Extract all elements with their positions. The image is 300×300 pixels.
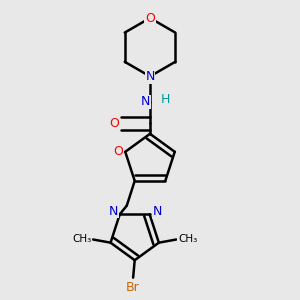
Text: N: N	[153, 205, 162, 218]
Text: CH₃: CH₃	[72, 235, 92, 244]
Text: O: O	[145, 11, 155, 25]
Text: N: N	[109, 205, 118, 218]
Text: N: N	[141, 95, 150, 108]
Text: O: O	[113, 145, 123, 158]
Text: H: H	[160, 93, 170, 106]
Text: Br: Br	[126, 281, 140, 295]
Text: N: N	[145, 70, 155, 83]
Text: O: O	[109, 117, 119, 130]
Text: CH₃: CH₃	[178, 235, 197, 244]
